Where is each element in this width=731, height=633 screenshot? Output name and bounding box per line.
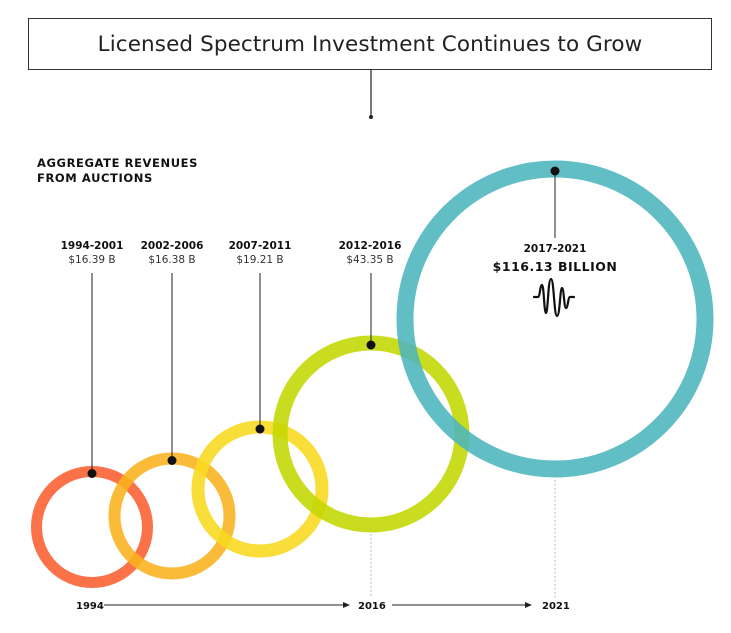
timeline-year-2: 2016 bbox=[358, 601, 386, 612]
rings-group bbox=[31, 160, 714, 588]
ring-4 bbox=[272, 335, 470, 533]
value-label-3: $19.21 B bbox=[236, 254, 283, 266]
period-label-1: 1994-2001 bbox=[61, 240, 124, 252]
page-title: Licensed Spectrum Investment Continues t… bbox=[97, 31, 643, 57]
stems-group bbox=[87, 166, 560, 478]
ring-dot-5 bbox=[550, 166, 560, 176]
period-label-4: 2012-2016 bbox=[339, 240, 402, 252]
timeline-arrowhead-1 bbox=[343, 602, 350, 608]
subtitle-line-2: FROM AUCTIONS bbox=[37, 171, 153, 185]
title-connector-dot bbox=[369, 115, 373, 119]
value-label-5: $116.13 BILLION bbox=[493, 259, 618, 274]
ring-dot-4 bbox=[366, 340, 376, 350]
subtitle-line-1: AGGREGATE REVENUES bbox=[37, 156, 199, 170]
ring-2 bbox=[108, 452, 236, 580]
timeline-arrowhead-2 bbox=[525, 602, 532, 608]
ring-1 bbox=[31, 466, 153, 588]
period-label-2: 2002-2006 bbox=[141, 240, 204, 252]
ring-dot-3 bbox=[255, 424, 265, 434]
timeline-year-3: 2021 bbox=[542, 601, 570, 612]
title-box: Licensed Spectrum Investment Continues t… bbox=[28, 18, 712, 70]
period-label-5: 2017-2021 bbox=[524, 243, 587, 255]
sound-wave-icon bbox=[532, 277, 576, 318]
ring-dot-2 bbox=[167, 456, 177, 465]
timeline-year-1: 1994 bbox=[76, 601, 104, 612]
period-label-3: 2007-2011 bbox=[229, 240, 292, 252]
value-label-2: $16.38 B bbox=[148, 254, 195, 266]
chart-subtitle: AGGREGATE REVENUES FROM AUCTIONS bbox=[37, 156, 198, 186]
value-label-1: $16.39 B bbox=[68, 254, 115, 266]
ring-dot-1 bbox=[87, 469, 97, 478]
value-label-4: $43.35 B bbox=[346, 254, 393, 266]
